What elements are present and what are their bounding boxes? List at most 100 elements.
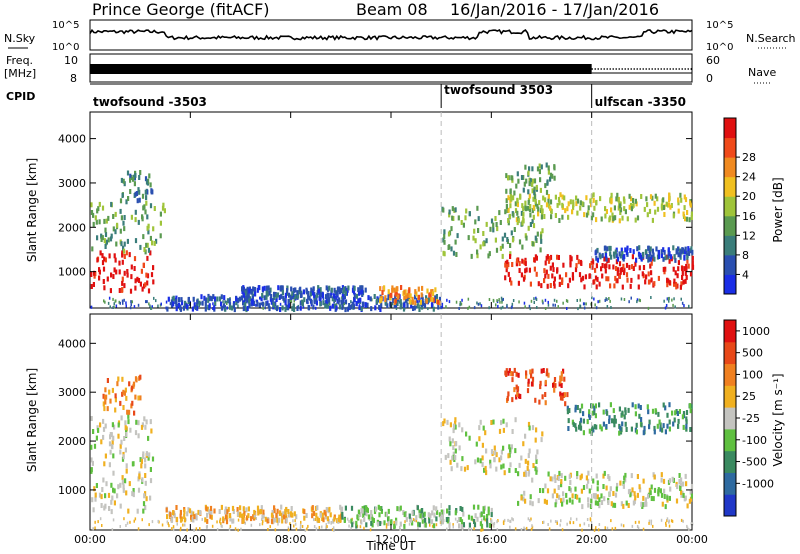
cell-region-3 [179,509,182,515]
speckle [511,302,514,306]
cell-region-4 [261,293,264,298]
cell-region-7 [539,384,542,390]
cell-region-7 [637,274,640,280]
cell-region-8 [569,199,572,205]
cell-region-5 [389,295,392,301]
cell-region-5 [414,300,417,306]
cell-region-10 [677,246,680,252]
speckle [186,528,188,532]
speckle [287,526,290,530]
cell-region-5 [458,422,461,428]
cell-region-4 [482,506,485,512]
cell-region-3 [357,298,360,304]
cell-region-0 [108,506,111,511]
cell-region-4 [395,520,398,526]
cell-region-8 [540,205,543,210]
cell-region-4 [265,285,269,291]
speckle [151,520,154,524]
cell-region-1 [104,453,107,459]
cell-region-3 [238,512,242,518]
cell-region-3 [190,510,193,516]
cell-region-3 [261,514,264,520]
speckle [492,522,495,526]
speckle [219,517,222,521]
cell-region-8 [668,426,671,432]
freq-label-bottom: [MHz] [4,67,36,80]
cell-region-7 [607,257,610,263]
y-tick-label: 4000 [58,337,86,350]
cell-region-7 [545,269,548,275]
cell-region-8 [593,410,596,416]
cell-region-8 [677,418,680,424]
cell-region-5 [448,436,451,442]
speckle [572,521,575,525]
cell-region-4 [273,291,276,297]
cell-region-4 [261,286,264,292]
speckle [315,527,318,531]
cell-region-6 [660,477,663,483]
speckle [134,517,137,521]
cell-region-10 [655,246,658,252]
cell-region-4 [350,505,354,511]
cell-region-6 [470,253,473,259]
cell-region-3 [224,306,227,312]
cell-region-10 [601,253,604,259]
cell-region-1 [124,425,127,431]
speckle [554,520,557,523]
cell-region-1 [120,439,123,445]
cell-region-8 [504,209,507,215]
cell-region-6 [468,211,471,217]
cell-region-6 [524,472,527,478]
cell-region-5 [535,459,538,464]
cell-region-3 [243,302,246,308]
cell-region-3 [369,296,372,302]
cell-region-3 [269,296,272,302]
cell-region-3 [237,511,240,517]
speckle [325,526,327,530]
cell-region-8 [621,215,624,221]
cell-region-8 [591,410,594,416]
speckle [473,527,475,531]
cell-region-7 [578,272,582,278]
cell-region-3 [204,301,207,307]
cell-region-4 [448,522,451,528]
cell-region-7 [682,279,685,285]
cell-region-3 [245,507,248,513]
cell-region-0 [121,252,124,258]
speckle [459,303,461,307]
cell-region-0 [152,279,155,285]
cell-region-4 [245,292,249,298]
cell-region-8 [592,212,595,218]
cell-region-4 [417,521,420,527]
cell-region-5 [430,289,433,295]
cell-region-6 [574,493,577,499]
cell-region-8 [617,197,620,203]
cell-region-6 [542,488,545,494]
cell-region-4 [419,513,422,519]
speckle [530,517,532,521]
cell-region-7 [538,399,541,405]
cell-region-3 [262,509,265,515]
cell-region-5 [393,287,396,293]
cell-region-4 [336,291,339,297]
cell-region-9 [513,190,516,196]
cell-region-7 [564,401,567,407]
speckle [604,526,606,530]
cell-region-1 [149,203,153,209]
cell-region-8 [505,198,508,204]
cell-region-3 [222,516,225,522]
cell-region-3 [291,512,294,518]
colorbar-tick-label: -500 [742,456,767,469]
speckle [480,528,482,532]
cell-region-6 [636,474,639,479]
speckle [452,523,454,527]
cell-region-8 [509,203,512,209]
cell-region-3 [321,516,324,521]
cell-region-8 [579,205,582,211]
cpid-program-1: twofsound 3503 [444,83,553,97]
speckle [668,520,670,524]
cell-region-6 [612,502,615,508]
speckle [195,527,198,531]
cell-region-3 [393,303,396,309]
speckle [169,302,172,306]
